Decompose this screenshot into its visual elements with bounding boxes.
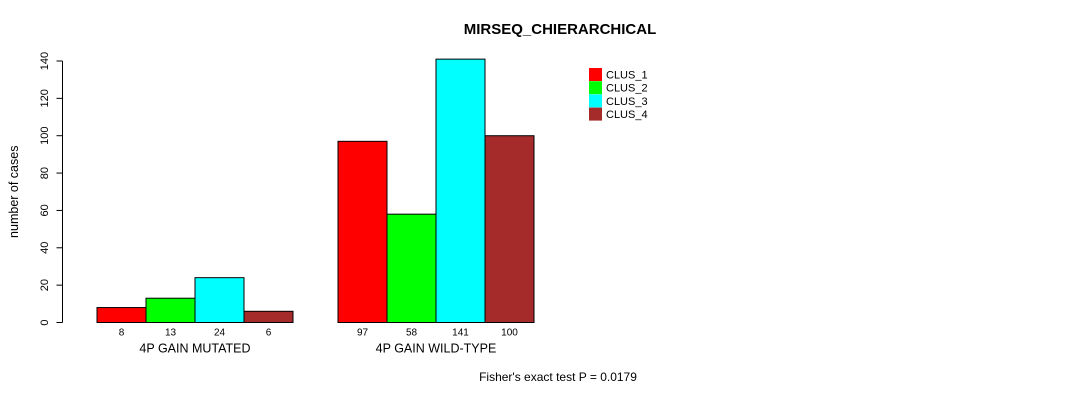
bar-clus_4-1 [243, 310, 294, 323]
bar-value-label: 6 [266, 328, 272, 339]
y-axis-tick-label: 0 [39, 319, 51, 325]
bar-value-label: 97 [357, 328, 369, 339]
bar-clus_4-2 [484, 135, 535, 323]
legend-label-clus_4: CLUS_4 [606, 109, 648, 121]
y-axis-tick-label: 120 [39, 89, 51, 107]
bar-value-label: 100 [501, 328, 518, 339]
legend-swatch-clus_2 [589, 81, 602, 95]
legend-label-clus_1: CLUS_1 [606, 70, 648, 82]
y-axis-tick-label: 80 [39, 167, 51, 179]
y-axis-tick-label: 100 [39, 127, 51, 145]
y-axis-tick-label: 40 [39, 242, 51, 254]
bar-clus_1-1 [96, 307, 147, 323]
bar-value-label: 58 [406, 328, 418, 339]
bar-value-label: 141 [452, 328, 469, 339]
fisher-test-annotation: Fisher's exact test P = 0.0179 [479, 370, 637, 384]
bar-value-label: 13 [165, 328, 177, 339]
bar-clus_3-2 [435, 58, 486, 323]
bar-clus_1-2 [337, 140, 388, 323]
legend-swatch-clus_4 [589, 107, 602, 121]
bar-value-label: 8 [119, 328, 125, 339]
y-axis-tick-label: 20 [39, 279, 51, 291]
legend-swatch-clus_1 [589, 68, 602, 81]
legend-label-clus_3: CLUS_3 [606, 96, 648, 108]
chart-title: MIRSEQ_CHIERARCHICAL [463, 21, 657, 38]
bar-clus_2-1 [145, 297, 196, 324]
bar-value-label: 24 [214, 328, 226, 339]
legend-swatch-clus_3 [589, 94, 602, 108]
bar-clus_3-1 [194, 277, 245, 323]
x-group-label: 4P GAIN WILD-TYPE [376, 342, 497, 356]
legend-label-clus_2: CLUS_2 [606, 83, 648, 95]
x-group-label: 4P GAIN MUTATED [139, 342, 250, 356]
bar-clus_2-2 [386, 213, 437, 324]
y-axis-label: number of cases [7, 146, 21, 238]
y-axis-tick-label: 60 [39, 204, 51, 216]
y-axis-tick-label: 140 [39, 52, 51, 70]
